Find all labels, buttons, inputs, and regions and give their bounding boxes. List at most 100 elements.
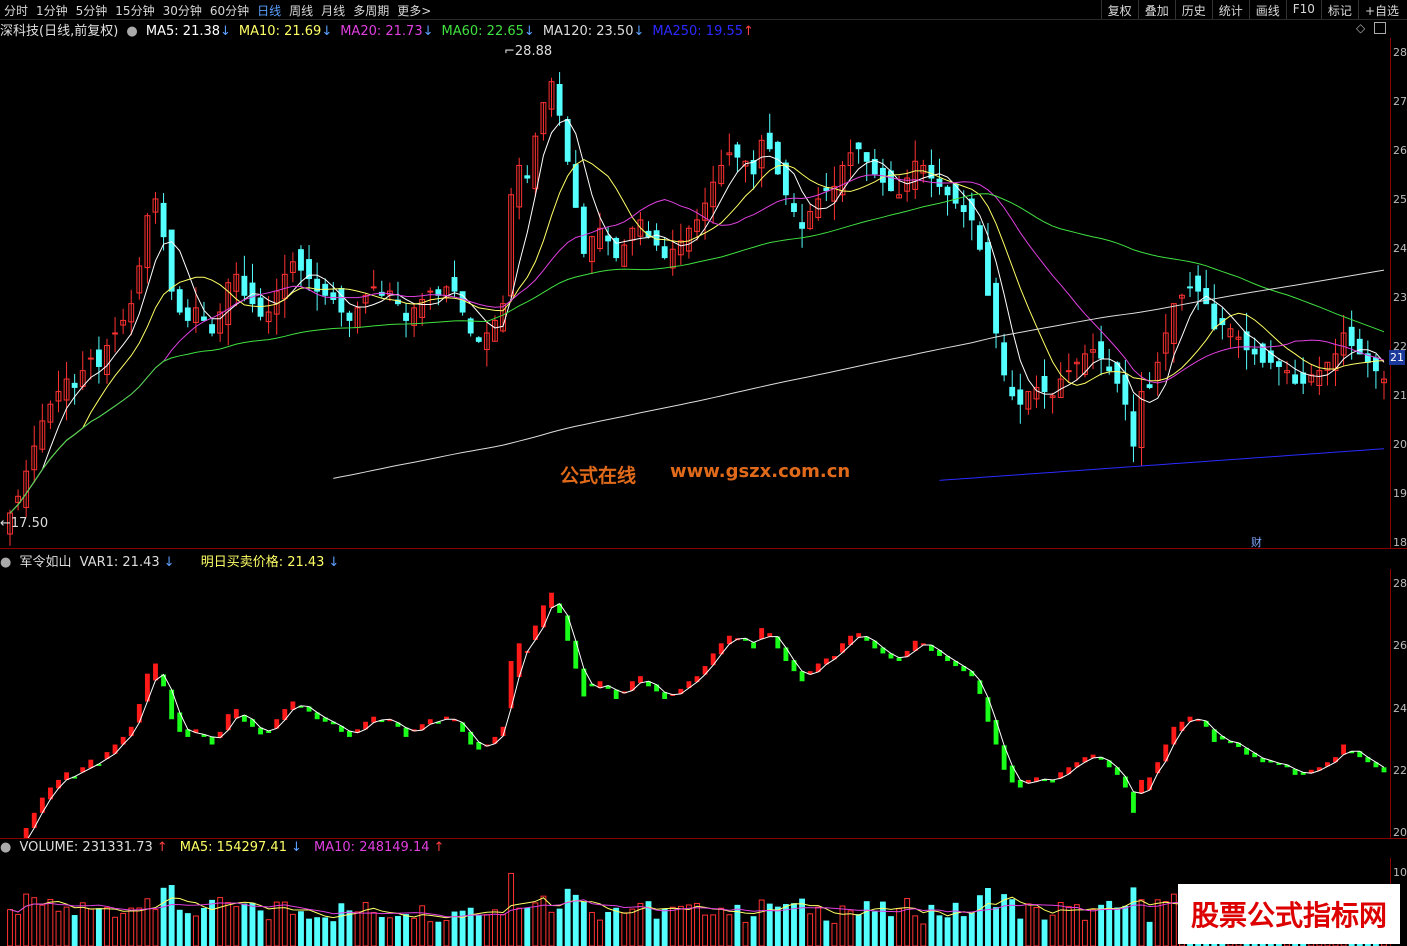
candle-body (71, 382, 78, 388)
indicator-bar (1058, 772, 1064, 779)
volume-bar (548, 911, 555, 946)
panel-divider (0, 838, 1407, 839)
candle-body (766, 132, 773, 150)
indicator-bar (637, 676, 643, 683)
stock-title[interactable]: 深科技(日线,前复权) (0, 24, 119, 39)
volume-bar (556, 908, 563, 946)
collapse-icon[interactable]: ● (0, 555, 12, 570)
volume-bar (904, 898, 911, 946)
indicator-bar (581, 668, 587, 697)
candle-body (1049, 395, 1056, 398)
indicator-bar (387, 719, 393, 722)
indicator-bar (1381, 767, 1387, 773)
period-tab-2[interactable]: 5分钟 (75, 4, 108, 18)
candle-body (758, 139, 765, 169)
volume-bar (1130, 887, 1137, 946)
indicator-name[interactable]: 军令如山 (19, 555, 72, 570)
indicator-bar (920, 643, 926, 646)
period-tab-10[interactable]: 更多> (397, 4, 432, 18)
volume-bar (758, 899, 765, 946)
toolbar-button-5[interactable]: F10 (1285, 0, 1321, 19)
volume-bar (1114, 907, 1121, 946)
indicator-bar (1300, 772, 1306, 775)
indicator-bar (993, 720, 999, 745)
collapse-icon[interactable]: ● (0, 840, 12, 855)
toolbar-button-2[interactable]: 历史 (1174, 0, 1212, 19)
period-tab-3[interactable]: 15分钟 (115, 4, 155, 18)
indicator-bar (452, 719, 457, 722)
indicator-bar (1357, 751, 1363, 758)
indicator-bar (985, 697, 991, 722)
candle-body (548, 81, 555, 110)
price-panel[interactable]: ⌐28.88 ←17.50 财 (0, 38, 1390, 549)
indicator-bar (250, 719, 255, 727)
candle-body (1162, 332, 1169, 354)
period-tab-5[interactable]: 60分钟 (209, 4, 250, 18)
candle-body (1340, 332, 1347, 356)
toolbar-button-3[interactable]: 统计 (1211, 0, 1249, 19)
toolbar-button-4[interactable]: 画线 (1248, 0, 1286, 19)
panel-toggle-icon[interactable] (1374, 22, 1386, 34)
indicator-bar (508, 661, 514, 709)
candle-body (233, 273, 240, 292)
volume-bar (702, 914, 709, 946)
candle-body (791, 203, 797, 213)
toolbar-button-1[interactable]: 叠加 (1137, 0, 1175, 19)
toolbar-button-6[interactable]: 标记 (1320, 0, 1358, 19)
candle-body (904, 177, 911, 192)
candle-body (896, 194, 902, 199)
candle-body (694, 219, 700, 232)
indicator-bar (516, 643, 522, 678)
volume-bar (621, 912, 628, 946)
indicator-bar (177, 712, 183, 732)
collapse-icon[interactable]: ● (126, 24, 138, 39)
period-tab-4[interactable]: 30分钟 (162, 4, 202, 18)
period-tab-7[interactable]: 周线 (289, 4, 314, 18)
candle-body (613, 237, 620, 259)
finance-marker[interactable]: 财 (1251, 536, 1262, 549)
volume-bar (475, 914, 482, 946)
indicator-bar (56, 779, 61, 789)
indicator-bar (759, 628, 765, 640)
volume-bar (467, 907, 474, 946)
indicator-bar (128, 726, 134, 737)
ma-line-4 (333, 269, 1385, 479)
candle-body (750, 160, 757, 175)
candle-body (532, 135, 539, 190)
volume-bar (863, 901, 870, 946)
indicator-bar (1009, 765, 1015, 783)
volume-bar (451, 911, 458, 946)
volume-bar (265, 919, 272, 946)
indicator-bar (1349, 751, 1355, 754)
volume-bar (330, 921, 337, 946)
settings-diamond-icon[interactable]: ◇ (1356, 21, 1366, 35)
period-tabs: 分时 1分钟 5分钟 15分钟 30分钟 60分钟 日线 周线 月线 多周期 更多> (4, 2, 439, 19)
candle-body (104, 345, 110, 376)
toolbar-button-0[interactable]: 复权 (1100, 0, 1138, 19)
indicator-bar (1179, 721, 1185, 732)
period-tab-6[interactable]: 日线 (257, 4, 282, 18)
volume-bar (936, 915, 943, 946)
volume-bar (1106, 900, 1113, 946)
candle-body (1025, 391, 1032, 410)
vol-ma10-value: MA10: 248149.14 (314, 840, 430, 855)
toolbar-button-7[interactable]: +自选 (1357, 0, 1405, 19)
volume-bar (249, 902, 256, 946)
indicator-bar (848, 635, 853, 645)
period-tab-8[interactable]: 月线 (321, 4, 346, 18)
volume-bar (225, 902, 232, 946)
period-tab-0[interactable]: 分时 (4, 4, 29, 18)
volume-bar (831, 922, 838, 946)
period-tab-9[interactable]: 多周期 (353, 4, 390, 18)
volume-bar (532, 902, 539, 946)
indicator-bar (961, 666, 967, 672)
period-tab-1[interactable]: 1分钟 (36, 4, 68, 18)
volume-bar (605, 911, 612, 946)
indicator-bar (654, 684, 660, 692)
indicator-panel[interactable] (0, 569, 1390, 838)
indicator-bar (953, 661, 959, 667)
candle-body (960, 205, 967, 213)
candle-body (516, 164, 523, 208)
volume-bar (1162, 901, 1169, 946)
high-price-label: ⌐28.88 (504, 44, 553, 59)
